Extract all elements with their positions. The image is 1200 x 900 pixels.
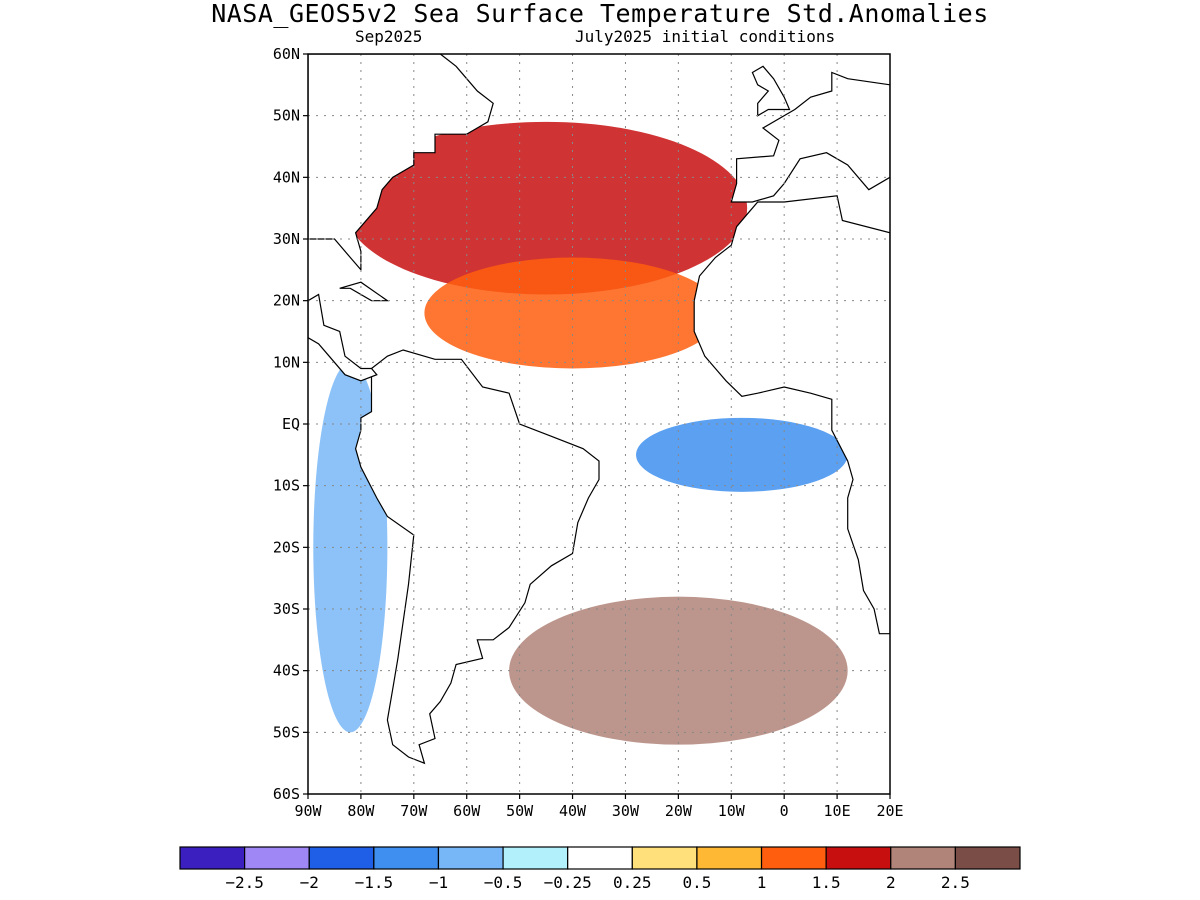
latitude-labels: 60N 50N 40N 30N 20N 10N EQ 10S 20S 30S 40S 50S 60S xyxy=(273,45,308,803)
colorbar-swatch xyxy=(244,846,310,870)
colorbar-swatch xyxy=(954,846,1021,870)
colorbar-swatch xyxy=(502,846,569,870)
colorbar-swatch xyxy=(437,846,504,870)
colorbar-label: −0.5 xyxy=(484,873,523,892)
lon-tick-label: 20W xyxy=(665,802,693,820)
colorbar-label: −1.5 xyxy=(355,873,394,892)
colorbar-label: −0.25 xyxy=(544,873,592,892)
lat-tick-label: 60N xyxy=(273,45,300,63)
lat-tick-label: 50N xyxy=(273,107,300,125)
colorbar-swatch xyxy=(567,846,633,870)
anomaly-region-north-atlantic-warm xyxy=(345,121,748,295)
colorbar-swatch xyxy=(825,846,892,870)
colorbar-swatch xyxy=(696,846,763,870)
africa-land xyxy=(693,195,890,635)
initial-conditions: July2025 initial conditions xyxy=(575,27,836,46)
colorbar-label: −2 xyxy=(300,873,319,892)
south-america-land xyxy=(354,349,600,765)
lat-tick-label: 20N xyxy=(273,292,300,310)
colorbar-label: −1 xyxy=(429,873,448,892)
lon-tick-label: 10W xyxy=(718,802,746,820)
anomaly-field xyxy=(313,121,848,745)
colorbar-swatch xyxy=(631,846,698,870)
map-title: NASA_GEOS5v2 Sea Surface Temperature Std… xyxy=(211,0,989,28)
colorbar-swatch xyxy=(760,846,827,870)
lon-tick-label: 70W xyxy=(400,802,428,820)
lon-tick-label: 30W xyxy=(612,802,640,820)
colorbar-swatch xyxy=(308,846,375,870)
lat-tick-label: 40N xyxy=(273,168,300,186)
lon-tick-label: 40W xyxy=(559,802,587,820)
forecast-month: Sep2025 xyxy=(355,27,423,46)
colorbar-label: 0.5 xyxy=(682,873,711,892)
lon-tick-label: 50W xyxy=(506,802,534,820)
colorbar: −2.5 −2 −1.5 −1 −0.5 −0.25 0.25 0.5 1 1.5 2 2.5 xyxy=(179,846,1021,892)
lat-tick-label: 30S xyxy=(273,600,300,618)
colorbar-label: 1.5 xyxy=(812,873,841,892)
cuba-land xyxy=(339,281,390,302)
lon-tick-label: 80W xyxy=(347,802,375,820)
europe-land xyxy=(730,71,890,203)
colorbar-swatch xyxy=(373,846,440,870)
lon-tick-label: 0 xyxy=(780,802,789,820)
colorbar-label: 2 xyxy=(886,873,896,892)
lat-tick-label: 10S xyxy=(273,477,300,495)
lat-tick-label: 30N xyxy=(273,230,300,248)
lat-tick-label: 10N xyxy=(273,353,300,371)
lon-tick-label: 90W xyxy=(294,802,322,820)
anomaly-region-gulf-of-guinea-cool xyxy=(636,417,848,492)
north-america-land xyxy=(308,54,494,272)
colorbar-label: 0.25 xyxy=(613,873,652,892)
lon-tick-label: 60W xyxy=(453,802,481,820)
great-britain-land xyxy=(751,65,791,117)
lon-tick-label: 10E xyxy=(824,802,851,820)
lat-tick-label: 60S xyxy=(273,785,300,803)
lat-tick-label: 20S xyxy=(273,538,300,556)
colorbar-label: 2.5 xyxy=(941,873,970,892)
lat-tick-label: 50S xyxy=(273,723,300,741)
longitude-labels: 90W 80W 70W 60W 50W 40W 30W 20W 10W 0 10E 20E xyxy=(294,794,904,820)
lat-tick-label: EQ xyxy=(282,415,300,433)
land-masses xyxy=(308,54,890,765)
lon-tick-label: 20E xyxy=(876,802,903,820)
plot-area xyxy=(308,54,890,794)
anomaly-region-tropical-north-atlantic-warm xyxy=(424,257,721,369)
central-america-land xyxy=(308,293,378,382)
colorbar-swatch xyxy=(179,846,246,870)
colorbar-label: 1 xyxy=(757,873,767,892)
grid-lines xyxy=(308,54,890,794)
colorbar-swatch xyxy=(890,846,956,870)
lat-tick-label: 40S xyxy=(273,662,300,680)
colorbar-label: −2.5 xyxy=(225,873,264,892)
